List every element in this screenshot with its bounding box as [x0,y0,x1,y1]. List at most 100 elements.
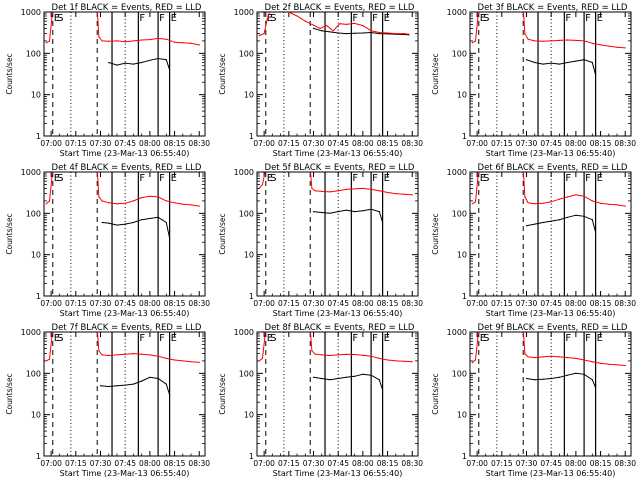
series-point-red [583,359,585,361]
series-point-red [583,40,585,42]
series-point-red [124,353,126,355]
series-point-black [132,63,134,65]
series-point-red [395,33,397,35]
x-tick-label: 08:15 [377,299,399,308]
y-axis-label: Counts/sec [218,373,227,414]
marker-label: E [597,13,603,24]
x-tick-label: 07:00 [466,299,488,308]
x-tick-label: 07:00 [466,459,488,468]
x-tick-label: 08:00 [565,139,587,148]
x-tick-label: 07:00 [40,299,62,308]
series-point-red [558,39,561,42]
marker-label: E [480,13,486,24]
series-point-red [321,190,323,192]
marker-label: F [352,333,358,344]
y-axis-label: Counts/sec [431,53,440,94]
series-point-black [595,74,597,76]
marker-label: S [483,333,489,344]
series-point-red [314,353,316,355]
series-point-black [124,223,126,225]
chart-title: Det 4f BLACK = Events, RED = LLD [52,163,202,173]
marker-label: E [384,173,390,184]
series-point-red [116,40,118,42]
marker-label: F [352,13,358,24]
x-tick-label: 08:30 [401,299,423,308]
series-point-red [101,354,103,356]
series-point-red [157,37,159,40]
y-tick-label: 1 [36,132,41,141]
y-axis-label: Counts/sec [431,213,440,254]
series-point-red [124,41,126,43]
y-tick-label: 10 [31,411,41,420]
marker-label: F [139,173,145,184]
series-point-black [362,373,364,375]
series-point-black [567,374,569,376]
series-point-red [141,353,143,355]
series-point-red [387,359,389,361]
x-tick-label: 07:00 [40,139,62,148]
series-point-black [534,379,536,381]
series-point-red [48,358,51,360]
y-tick-label: 1 [249,292,254,301]
x-tick-label: 07:45 [114,459,136,468]
series-point-red [600,202,602,204]
x-tick-label: 07:30 [303,139,325,148]
y-axis-label: Counts/sec [5,213,14,254]
series-point-red [304,20,306,22]
series-point-red [567,39,569,41]
series-point-red [149,39,151,41]
x-tick-label: 08:15 [164,459,186,468]
series-point-red [378,31,380,34]
series-point-black [108,222,110,224]
series-point-black [583,373,585,375]
series-point-black [542,221,544,224]
marker-label: F [585,173,591,184]
series-point-red [370,355,372,357]
series-point-red [395,360,397,362]
x-tick-label: 07:15 [491,139,513,148]
series-point-red [403,360,405,362]
series-point-red [403,33,405,35]
marker-label: S [270,13,276,24]
series-point-black [337,211,339,213]
series-point-black [583,215,585,217]
series-point-red [149,195,151,197]
x-axis-label: Start Time (23-Mar-13 06:55:40) [486,469,616,478]
y-tick-label: 1000 [447,328,467,337]
series-point-red [550,355,552,357]
series-point-red [527,38,529,40]
series-point-black [378,211,380,213]
y-axis-label: Counts/sec [431,373,440,414]
marker-label: S [57,13,63,24]
series-point-red [198,361,200,363]
chart-title: Det 3f BLACK = Events, RED = LLD [478,3,628,13]
series-point-red [378,190,380,192]
series-point-black [329,31,331,33]
series-point-red [608,203,610,205]
series-point-red [288,12,290,13]
series-point-red [471,42,473,44]
detector-chart-5: Det 5f BLACK = Events, RED = LLD 1 10 100 10… [218,163,423,318]
x-tick-label: 08:00 [139,139,161,148]
detector-chart-3: Det 3f BLACK = Events, RED = LLD 1 10 100 10… [431,3,636,158]
x-tick-label: 07:30 [516,299,538,308]
y-tick-label: 100 [239,369,254,378]
series-line-black [313,373,384,390]
series-point-red [608,45,610,47]
series-point-red [329,354,331,357]
series-point-black [132,383,134,385]
x-tick-label: 08:00 [139,299,161,308]
series-point-red [149,354,151,356]
series-point-black [149,217,151,220]
x-tick-label: 08:15 [590,299,612,308]
series-point-red [321,354,323,356]
series-point-black [169,237,171,239]
plot-frame [43,171,206,297]
y-axis-label: Counts/sec [5,373,14,414]
series-point-red [141,197,143,199]
series-point-red [319,27,321,29]
series-point-red [524,33,526,35]
series-point-black [141,219,143,221]
x-tick-label: 07:45 [327,459,349,468]
y-tick-label: 1 [249,452,254,461]
